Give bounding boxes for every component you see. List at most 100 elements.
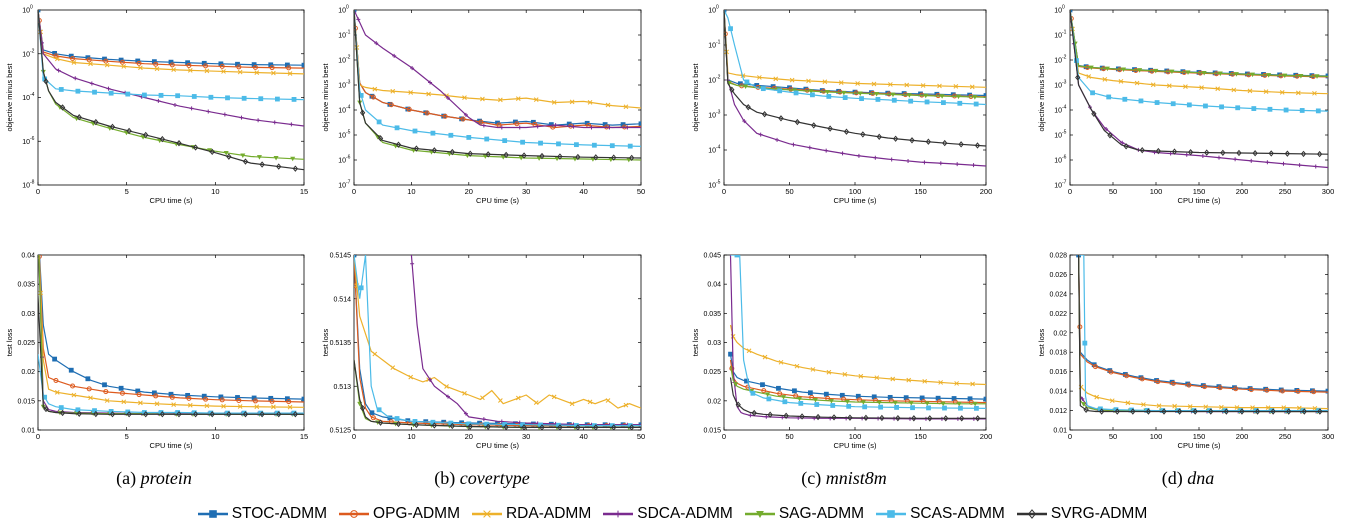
panel-protein-objective-plot-area	[36, 8, 306, 171]
legend-item-svrg-admm: SVRG-ADMM	[1017, 505, 1147, 523]
panel-dna-objective-series-sdca-admm-point	[1314, 164, 1318, 168]
panel-covertype-test-loss-series-opg-admm-line	[354, 255, 641, 426]
panel-covertype-objective-series-scas-admm-point	[556, 142, 560, 146]
panel-dna-objective-series-stoc-admm-line	[1070, 10, 1328, 76]
panel-covertype-objective-series-stoc-admm-point	[639, 122, 643, 126]
panel-protein-objective: 0 5 10 1510 -810 -610 -410 -210 0CPU time (s)obj…	[5, 5, 308, 206]
panel-dna-test-loss-series-scas-admm-point	[1083, 341, 1087, 345]
caption-d: (d) dna	[1038, 468, 1338, 489]
panel-mnist8m-test-loss-xtick-label: 0	[722, 432, 726, 441]
panel-mnist8m-objective-frame	[724, 10, 986, 185]
caption-a-name: protein	[141, 468, 192, 488]
panel-protein-objective-series-scas-admm-point	[59, 87, 63, 91]
panel-covertype-objective-ytick-exponent: -3	[346, 80, 351, 86]
panel-dna-test-loss-ylabel: test loss	[1037, 328, 1046, 356]
panel-dna-objective-ytick-label: 10	[1054, 8, 1062, 15]
panel-mnist8m-objective-ytick-label: 10	[708, 183, 716, 190]
panel-dna-test-loss-ytick-label: 0.012	[1049, 408, 1067, 415]
panel-dna-objective-ytick-exponent: -7	[1062, 180, 1067, 186]
panel-covertype-test-loss-series-rda-admm-line	[354, 255, 641, 408]
panel-mnist8m-test-loss-series-stoc-admm-point	[776, 386, 780, 390]
legend-marker-stoc-admm	[209, 510, 216, 517]
panel-protein-test-loss-ytick-label: 0.035	[17, 282, 35, 289]
panel-dna-objective-ytick-label: 10	[1054, 58, 1062, 65]
panel-covertype-test-loss-series-stoc-admm-point	[370, 411, 374, 415]
panel-mnist8m-objective-ytick-label: 10	[708, 43, 716, 50]
panel-dna-test-loss-ytick-label: 0.028	[1049, 253, 1067, 260]
panel-covertype-objective-ytick-exponent: -7	[346, 180, 351, 186]
panel-mnist8m-objective-ytick-exponent: -2	[716, 75, 721, 81]
panel-covertype-test-loss-xtick-label: 10	[407, 432, 415, 441]
panel-covertype-objective-ytick-label: 10	[338, 33, 346, 40]
panel-protein-objective-series-scas-admm-point	[226, 96, 230, 100]
panel-protein-test-loss-series-stoc-admm-point	[36, 224, 40, 228]
panel-mnist8m-objective-ytick-exponent: -4	[716, 145, 721, 151]
panel-protein-test-loss-series-scas-admm-point	[59, 406, 63, 410]
panel-protein-objective-series-scas-admm-point	[109, 91, 113, 95]
panel-mnist8m-objective-series-rda-admm-line	[724, 10, 986, 87]
panel-covertype-objective-ytick-label: 10	[338, 183, 346, 190]
panel-protein-test-loss-ytick-label: 0.03	[21, 311, 35, 318]
panel-mnist8m-test-loss-series-scas-admm-point	[911, 406, 915, 410]
panel-dna-objective-series-scas-admm-point	[1139, 99, 1143, 103]
legend-label-sag-admm: SAG-ADMM	[779, 505, 864, 523]
panel-dna-objective-series-scas-admm-point	[1236, 106, 1240, 110]
panel-mnist8m-objective-series-stoc-admm-line	[724, 10, 986, 96]
panel-mnist8m-test-loss-series-scas-admm-point	[879, 405, 883, 409]
panel-mnist8m-test-loss-series-sdca-admm-point	[748, 413, 752, 417]
panel-covertype-objective-series-stoc-admm-line	[354, 10, 641, 125]
panel-dna-objective: 0 50 100 150 200 250 30010-710-610-510-410-310…	[1037, 5, 1334, 206]
panel-mnist8m-objective-xtick-label: 50	[785, 187, 793, 196]
panel-covertype-objective-series-scas-admm-point	[574, 143, 578, 147]
panel-covertype-objective-ytick-exponent: 0	[346, 5, 349, 11]
panel-protein-objective-ytick-exponent: -2	[30, 48, 35, 54]
panel-dna-objective-series-scas-admm-point	[1187, 103, 1191, 107]
panel-dna-objective-ytick-exponent: -5	[1062, 130, 1067, 136]
panel-mnist8m-test-loss-series-stoc-admm-point	[984, 397, 988, 401]
panel-mnist8m-test-loss-xtick-label: 50	[785, 432, 793, 441]
panel-dna-objective-ytick-label: 10	[1054, 133, 1062, 140]
legend-label-sdca-admm: SDCA-ADMM	[637, 505, 733, 523]
panel-mnist8m-test-loss-ytick-label: 0.045	[703, 253, 721, 260]
panel-protein-test-loss-ytick-label: 0.04	[21, 253, 35, 260]
panel-covertype-objective: 0 10 20 30 40 5010 -710 -610 -510 -410 -310 -210 -11…	[321, 5, 645, 206]
panel-mnist8m-objective-series-sdca-admm-point	[922, 160, 926, 164]
panel-protein-objective-ytick-exponent: -8	[30, 180, 35, 186]
legend-swatch-rda-admm	[472, 507, 502, 521]
panel-covertype-objective-ylabel: objective minus best	[321, 63, 330, 132]
panel-dna-test-loss-ytick-label: 0.014	[1049, 389, 1067, 396]
panel-dna-objective-series-sdca-admm-point	[1249, 159, 1253, 163]
panel-mnist8m-objective-series-scas-admm-point	[892, 98, 896, 102]
legend-item-rda-admm: RDA-ADMM	[472, 505, 591, 523]
panel-mnist8m-objective-series-sdca-admm-point	[775, 138, 779, 142]
panel-mnist8m-test-loss-ytick-label: 0.04	[707, 282, 721, 289]
panel-protein-objective-series-scas-admm-point	[76, 89, 80, 93]
panel-protein-objective-series-scas-admm-point	[242, 96, 246, 100]
caption-d-name: dna	[1187, 468, 1214, 488]
panel-mnist8m-objective-xlabel: CPU time (s)	[834, 196, 877, 205]
panel-covertype-objective-ytick-label: 10	[338, 108, 346, 115]
panel-covertype-objective-series-scas-admm-point	[467, 135, 471, 139]
panel-protein-objective-series-sdca-admm-point	[73, 76, 77, 80]
panel-dna-test-loss-ytick-label: 0.022	[1049, 311, 1067, 318]
panel-mnist8m-objective-ytick-exponent: -1	[716, 40, 721, 46]
panel-mnist8m-objective: 0 50 100 150 20010-510-410-310-210-110 0CPU t…	[691, 5, 992, 206]
panel-covertype-test-loss-xlabel: CPU time (s)	[476, 441, 519, 450]
panel-mnist8m-test-loss-series-sdca-admm-point	[972, 417, 976, 421]
panel-covertype-test-loss-series-rda-admm-point	[480, 396, 484, 400]
panel-mnist8m-test-loss-series-scas-admm-point	[847, 404, 851, 408]
panel-covertype-objective-series-scas-admm-point	[628, 144, 632, 148]
panel-mnist8m-objective-series-scas-admm-point	[974, 102, 978, 106]
panel-mnist8m-objective-series-sdca-admm-point	[791, 143, 795, 147]
panel-dna-objective-series-sag-admm-line	[1070, 10, 1328, 76]
panel-mnist8m-objective-series-scas-admm-point	[876, 97, 880, 101]
panel-dna-objective-series-scas-admm-point	[1203, 104, 1207, 108]
panel-dna-objective-series-sdca-admm-point	[1233, 157, 1237, 161]
panel-protein-objective-series-scas-admm-point	[292, 97, 296, 101]
panel-covertype-test-loss-series-rda-admm-point	[373, 352, 377, 356]
panel-protein-test-loss-series-stoc-admm-point	[302, 397, 306, 401]
panel-covertype-objective-series-scas-admm-point	[449, 133, 453, 137]
panel-covertype-test-loss-ylabel: test loss	[321, 328, 330, 356]
panel-dna-objective-series-scas-admm-point	[1284, 108, 1288, 112]
panel-protein-test-loss-ytick-label: 0.015	[17, 398, 35, 405]
